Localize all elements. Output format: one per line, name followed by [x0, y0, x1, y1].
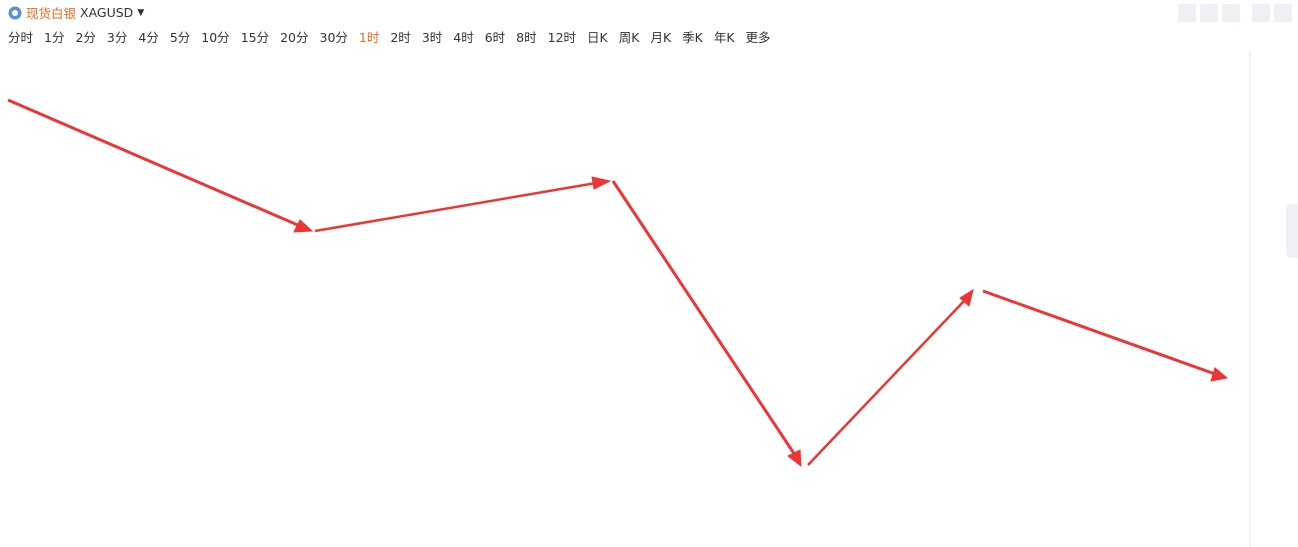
interval-tab[interactable]: 6时: [484, 30, 506, 45]
interval-tab[interactable]: 4时: [453, 30, 474, 45]
interval-tab[interactable]: 2时: [390, 30, 411, 45]
arrow: [611, 180, 797, 456]
interval-tab[interactable]: 季K: [682, 30, 703, 45]
interval-tab[interactable]: 30分: [319, 30, 348, 45]
interval-bar: 分时 1分 2分 3分 4分 5分 10分 15分 20分 30分 1时 2时 3时 4时 6时 8时 12时日…: [8, 27, 771, 46]
interval-tab[interactable]: 1时: [358, 30, 380, 45]
interval-tab[interactable]: 8时: [516, 30, 537, 45]
interval-tab[interactable]: 12时: [547, 30, 577, 45]
tool-button[interactable]: [1274, 4, 1292, 22]
arrow: [314, 181, 597, 233]
arrow: [982, 289, 1216, 376]
annotations: [7, 98, 1229, 468]
symbol-selector[interactable]: 现货白银 XAGUSD ▼: [8, 3, 144, 22]
interval-tab[interactable]: 20分: [280, 30, 309, 45]
arrow-head: [591, 176, 612, 190]
interval-tab[interactable]: 周K: [618, 30, 640, 45]
interval-tab[interactable]: 15分: [240, 30, 270, 45]
interval-tab[interactable]: 3时: [421, 30, 443, 45]
interval-tab[interactable]: 分时: [8, 30, 34, 45]
tool-button[interactable]: [1252, 4, 1270, 22]
arrow-head: [293, 219, 314, 233]
tools: [1178, 4, 1292, 22]
arrow-head: [959, 288, 974, 307]
interval-tab[interactable]: 4分: [138, 30, 159, 45]
tool-button[interactable]: [1178, 4, 1196, 22]
toolbar: 现货白银 XAGUSD ▼ 分时 1分 2分 3分 4分 5分 10分 15分 20分 30分 1时 2…: [0, 0, 1298, 50]
interval-tab[interactable]: 日K: [587, 30, 608, 45]
side-toggle[interactable]: [1286, 204, 1298, 258]
title: 现货白银: [26, 6, 77, 21]
arrow-head: [787, 449, 802, 468]
symbol: XAGUSD: [80, 5, 134, 20]
tool-button[interactable]: [1200, 4, 1218, 22]
interval-tab[interactable]: 更多: [745, 30, 771, 45]
arrow: [7, 98, 301, 228]
interval-tab[interactable]: 10分: [201, 30, 230, 45]
arrow-head: [1210, 367, 1229, 382]
tool-button[interactable]: [1222, 4, 1240, 22]
interval-tab[interactable]: 月K: [650, 30, 672, 45]
interval-tab[interactable]: 3分: [106, 30, 128, 45]
interval-tab[interactable]: 年K: [713, 30, 735, 45]
arrow: [807, 299, 966, 466]
interval-tab[interactable]: 5分: [169, 30, 191, 45]
interval-tab[interactable]: 1分: [44, 30, 65, 45]
interval-tab[interactable]: 2分: [75, 30, 96, 45]
symbol-icon: [8, 6, 22, 19]
